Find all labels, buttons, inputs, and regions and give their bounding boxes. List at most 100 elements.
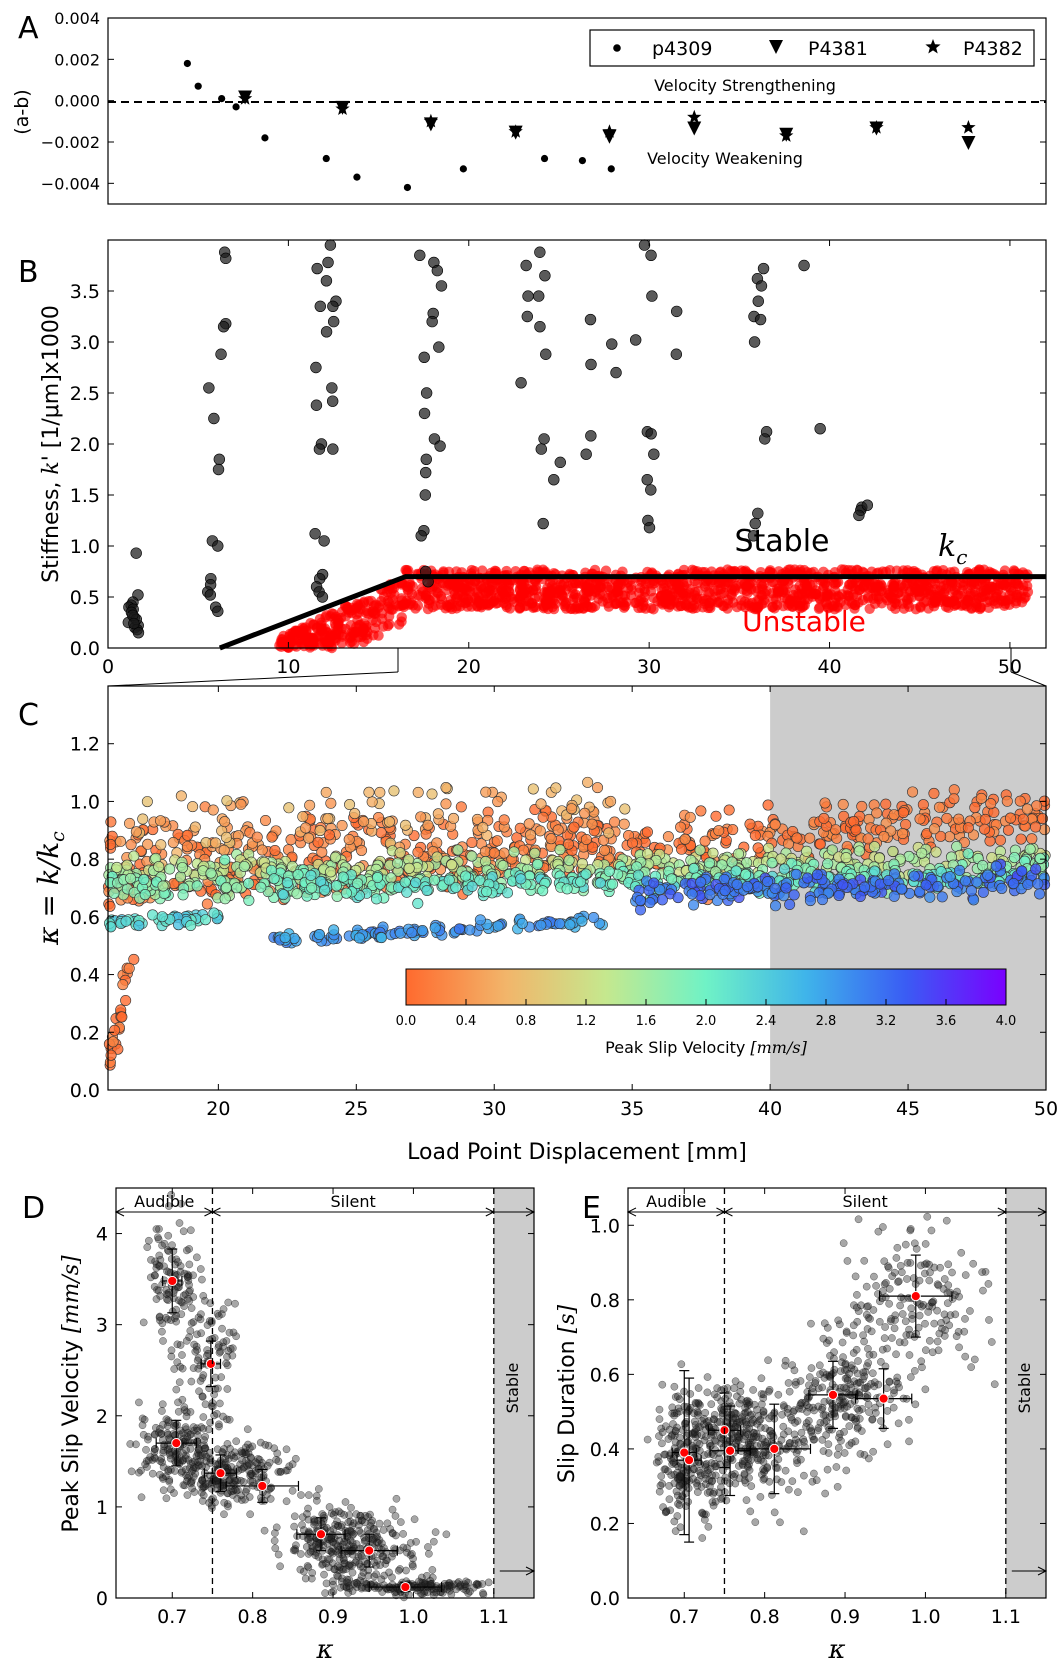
kappa-point <box>853 845 865 857</box>
stable-point <box>311 262 323 275</box>
kappa-point <box>325 797 337 809</box>
kappa-point <box>817 894 829 906</box>
kappa-point <box>281 877 293 889</box>
kappa-point <box>412 846 424 858</box>
unstable-point <box>432 587 444 599</box>
unstable-point <box>412 600 424 611</box>
unstable-point <box>514 603 525 614</box>
event-point <box>237 1447 246 1456</box>
event-point <box>222 1359 231 1368</box>
legend-marker-p4309 <box>613 44 621 52</box>
point-p4309 <box>232 103 240 111</box>
event-point <box>159 1486 168 1495</box>
kappa-point <box>534 825 546 837</box>
kappa-point <box>840 852 852 864</box>
event-point <box>274 1457 283 1465</box>
event-point <box>187 1319 196 1327</box>
unstable-point <box>589 600 601 612</box>
event-point <box>424 1543 432 1551</box>
kappa-point <box>358 816 370 828</box>
event-point <box>363 1559 372 1568</box>
unstable-point <box>382 620 394 632</box>
stable-point <box>670 348 683 360</box>
unstable-point <box>278 630 289 642</box>
unstable-point <box>387 594 398 605</box>
event-point <box>379 1526 388 1534</box>
point-p4309 <box>403 183 412 192</box>
kappa-point <box>1008 877 1020 889</box>
unstable-point <box>296 625 307 636</box>
kappa-point <box>878 831 890 843</box>
unstable-point <box>483 592 494 604</box>
unstable-point <box>959 599 971 610</box>
panel-c-ylabel: κ = k/kc <box>32 831 69 946</box>
event-point <box>223 1385 232 1393</box>
ytick-label: −0.004 <box>41 174 100 193</box>
kappa-point <box>979 813 991 825</box>
stable-point <box>548 474 560 486</box>
stable-point <box>204 589 217 601</box>
panel-c-points <box>102 776 1051 1071</box>
stable-point <box>220 252 232 265</box>
kappa-point <box>822 858 834 870</box>
kappa-point <box>105 816 117 828</box>
panel-b-letter: B <box>18 255 39 290</box>
event-point <box>259 1471 268 1480</box>
ytick-label: 1.0 <box>70 791 100 813</box>
stable-point <box>584 313 597 326</box>
kappa-point <box>1030 863 1042 875</box>
event-point <box>243 1461 252 1470</box>
event-point <box>325 1503 334 1511</box>
unstable-point <box>661 585 673 596</box>
event-point <box>193 1356 202 1365</box>
kappa-point <box>340 887 352 899</box>
stable-point <box>752 295 764 307</box>
unstable-point <box>348 638 360 649</box>
colorbar-tick-label: 3.6 <box>936 1014 957 1029</box>
event-point <box>175 1378 184 1387</box>
legend-label-p4382: P4382 <box>963 38 1023 60</box>
unstable-point <box>888 581 899 592</box>
kappa-point <box>207 804 219 816</box>
event-point <box>392 1494 401 1503</box>
event-point <box>273 1449 282 1458</box>
event-point <box>456 1581 465 1589</box>
stable-point <box>645 484 657 496</box>
kappa-point <box>344 799 356 811</box>
unstable-point <box>583 578 594 590</box>
kappa-point <box>443 874 455 886</box>
stable-point <box>327 443 339 455</box>
event-point <box>218 1324 226 1333</box>
kappa-point <box>699 835 711 847</box>
kappa-point <box>619 803 631 815</box>
unstable-point <box>626 584 637 595</box>
point-P4382 <box>602 124 617 138</box>
event-point <box>155 1225 163 1233</box>
kappa-point <box>320 786 332 798</box>
event-point <box>135 1398 143 1407</box>
unstable-point <box>966 577 977 588</box>
point-P4382 <box>423 113 438 128</box>
xtick-label: 30 <box>482 1098 506 1120</box>
event-point <box>188 1458 197 1467</box>
event-point <box>188 1484 197 1493</box>
panel-a-ylabel: (a-b) <box>11 89 33 134</box>
kappa-point <box>428 874 440 886</box>
event-point <box>318 1510 327 1518</box>
kappa-point <box>953 813 965 825</box>
event-point <box>219 1412 227 1421</box>
stable-point <box>217 321 230 333</box>
stable-point <box>212 605 224 617</box>
kappa-point <box>749 829 761 841</box>
kappa-point <box>336 819 348 831</box>
event-point <box>170 1489 178 1497</box>
unstable-point <box>590 586 601 598</box>
unstable-point <box>740 602 751 613</box>
event-point <box>173 1358 182 1367</box>
legend-label-p4309: p4309 <box>652 38 712 60</box>
kappa-point <box>306 882 318 894</box>
kappa-point <box>965 885 977 897</box>
kappa-point <box>517 844 529 856</box>
kappa-point <box>1015 833 1027 845</box>
unstable-point <box>767 577 778 588</box>
